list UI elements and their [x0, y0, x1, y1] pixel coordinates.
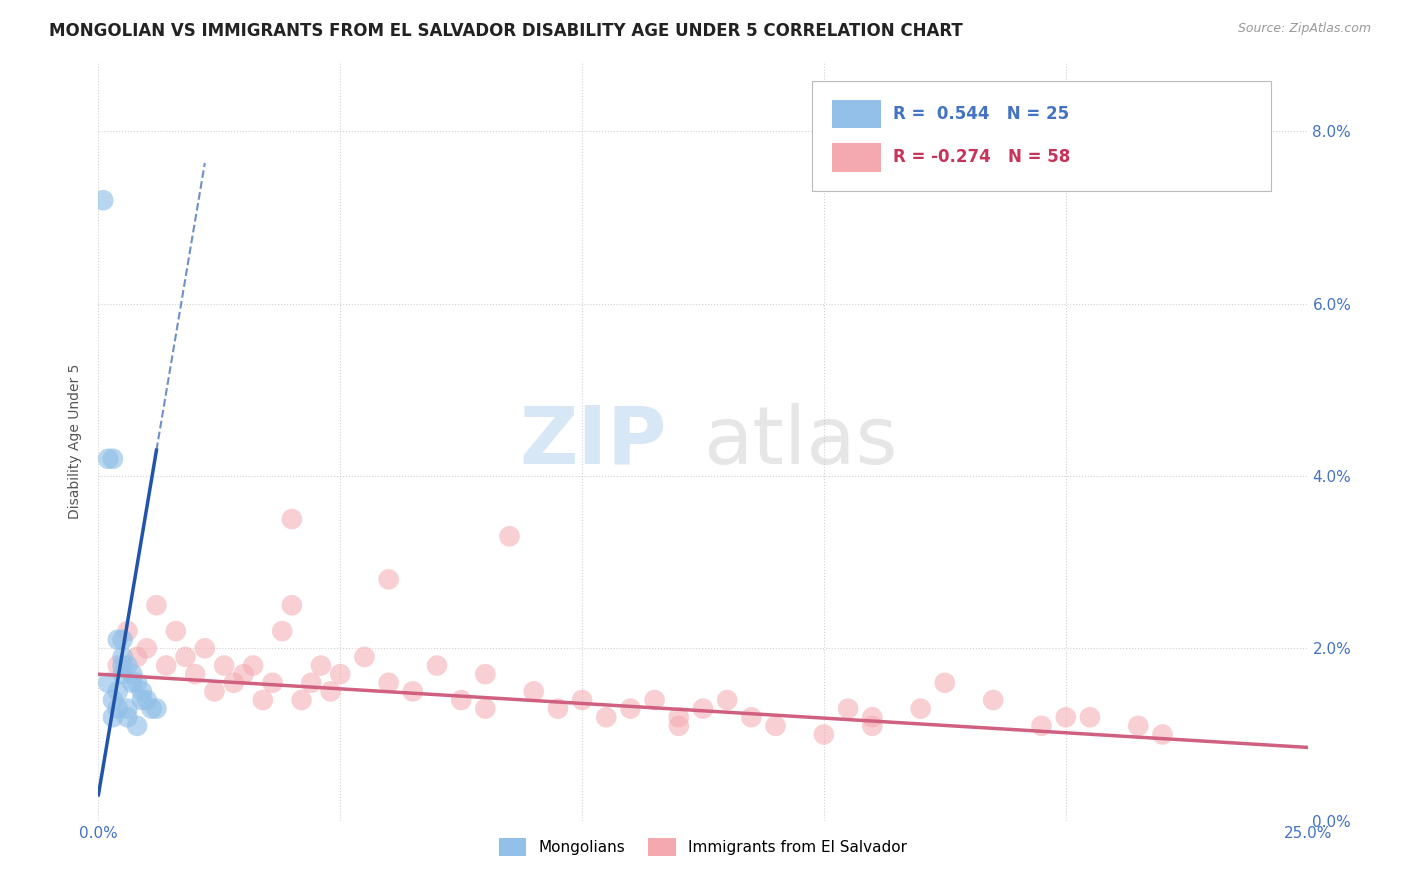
Point	[107, 658, 129, 673]
Point	[262, 675, 284, 690]
Point	[860, 719, 883, 733]
Text: atlas: atlas	[703, 402, 897, 481]
Bar	[832, 100, 880, 128]
Point	[299, 675, 322, 690]
Point	[813, 727, 835, 741]
Point	[329, 667, 352, 681]
Point	[135, 693, 157, 707]
Point	[692, 701, 714, 715]
Point	[309, 658, 332, 673]
Point	[101, 710, 124, 724]
Point	[547, 701, 569, 715]
Point	[232, 667, 254, 681]
Point	[765, 719, 787, 733]
Point	[91, 194, 114, 208]
Point	[101, 451, 124, 466]
Point	[155, 658, 177, 673]
Y-axis label: Disability Age Under 5: Disability Age Under 5	[69, 364, 83, 519]
Point	[402, 684, 425, 698]
Point	[450, 693, 472, 707]
Point	[121, 675, 143, 690]
Point	[377, 675, 399, 690]
Point	[1152, 727, 1174, 741]
Point	[127, 719, 149, 733]
Point	[111, 632, 134, 647]
Point	[97, 675, 120, 690]
Point	[145, 599, 167, 613]
Text: MONGOLIAN VS IMMIGRANTS FROM EL SALVADOR DISABILITY AGE UNDER 5 CORRELATION CHAR: MONGOLIAN VS IMMIGRANTS FROM EL SALVADOR…	[49, 22, 963, 40]
Point	[281, 512, 304, 526]
Point	[127, 649, 149, 664]
Point	[252, 693, 274, 707]
Point	[319, 684, 342, 698]
Point	[837, 701, 859, 715]
Legend: Mongolians, Immigrants from El Salvador: Mongolians, Immigrants from El Salvador	[494, 831, 912, 863]
Point	[117, 624, 139, 639]
Point	[271, 624, 294, 639]
Point	[716, 693, 738, 707]
Point	[111, 658, 134, 673]
Point	[498, 529, 520, 543]
Point	[212, 658, 235, 673]
Point	[595, 710, 617, 724]
Point	[426, 658, 449, 673]
Point	[174, 649, 197, 664]
Point	[131, 684, 153, 698]
Point	[1054, 710, 1077, 724]
Text: ZIP: ZIP	[519, 402, 666, 481]
Point	[934, 675, 956, 690]
Point	[1128, 719, 1150, 733]
Point	[131, 693, 153, 707]
Point	[121, 667, 143, 681]
Point	[668, 710, 690, 724]
FancyBboxPatch shape	[811, 81, 1271, 191]
Point	[644, 693, 666, 707]
Point	[184, 667, 207, 681]
Point	[194, 641, 217, 656]
Text: R =  0.544   N = 25: R = 0.544 N = 25	[893, 105, 1069, 123]
Point	[117, 710, 139, 724]
Point	[860, 710, 883, 724]
Point	[619, 701, 641, 715]
Point	[101, 693, 124, 707]
Point	[165, 624, 187, 639]
Point	[117, 658, 139, 673]
Point	[111, 649, 134, 664]
Point	[1078, 710, 1101, 724]
Point	[135, 641, 157, 656]
Point	[107, 632, 129, 647]
Point	[145, 701, 167, 715]
Point	[107, 701, 129, 715]
Point	[117, 701, 139, 715]
Point	[981, 693, 1004, 707]
Point	[474, 667, 496, 681]
Text: R = -0.274   N = 58: R = -0.274 N = 58	[893, 148, 1070, 166]
Point	[571, 693, 593, 707]
Point	[127, 675, 149, 690]
Point	[97, 451, 120, 466]
Point	[290, 693, 312, 707]
Point	[668, 719, 690, 733]
Point	[141, 701, 163, 715]
Point	[353, 649, 375, 664]
Point	[1031, 719, 1053, 733]
Text: Source: ZipAtlas.com: Source: ZipAtlas.com	[1237, 22, 1371, 36]
Point	[222, 675, 245, 690]
Point	[107, 684, 129, 698]
Point	[242, 658, 264, 673]
Point	[740, 710, 762, 724]
Point	[523, 684, 546, 698]
Point	[910, 701, 932, 715]
Bar	[832, 143, 880, 171]
Point	[204, 684, 226, 698]
Point	[281, 599, 304, 613]
Point	[111, 667, 134, 681]
Point	[377, 573, 399, 587]
Point	[474, 701, 496, 715]
